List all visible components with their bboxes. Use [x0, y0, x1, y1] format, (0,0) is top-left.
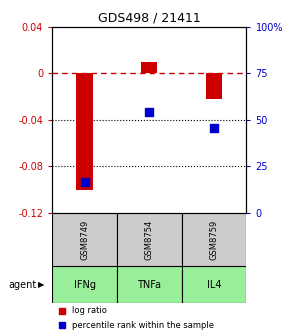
Text: GSM8759: GSM8759	[210, 219, 219, 260]
Text: TNFa: TNFa	[137, 280, 161, 290]
Text: percentile rank within the sample: percentile rank within the sample	[72, 321, 214, 330]
Bar	[182, 266, 246, 303]
Bar	[117, 213, 182, 266]
Point	[59, 323, 64, 328]
Bar	[52, 266, 117, 303]
Bar	[141, 62, 157, 73]
Bar	[206, 73, 222, 99]
Text: log ratio: log ratio	[72, 306, 106, 315]
Point	[82, 179, 87, 184]
Point	[147, 109, 152, 115]
Bar	[117, 266, 182, 303]
Bar	[52, 213, 117, 266]
Text: IL4: IL4	[207, 280, 221, 290]
Point	[59, 308, 64, 313]
Bar	[182, 213, 246, 266]
Bar	[77, 73, 93, 190]
Text: GSM8754: GSM8754	[145, 219, 154, 260]
Title: GDS498 / 21411: GDS498 / 21411	[98, 11, 201, 24]
Text: agent: agent	[8, 280, 37, 290]
Text: IFNg: IFNg	[74, 280, 96, 290]
Point	[212, 125, 216, 131]
Text: GSM8749: GSM8749	[80, 219, 89, 260]
Text: ▶: ▶	[38, 280, 44, 289]
